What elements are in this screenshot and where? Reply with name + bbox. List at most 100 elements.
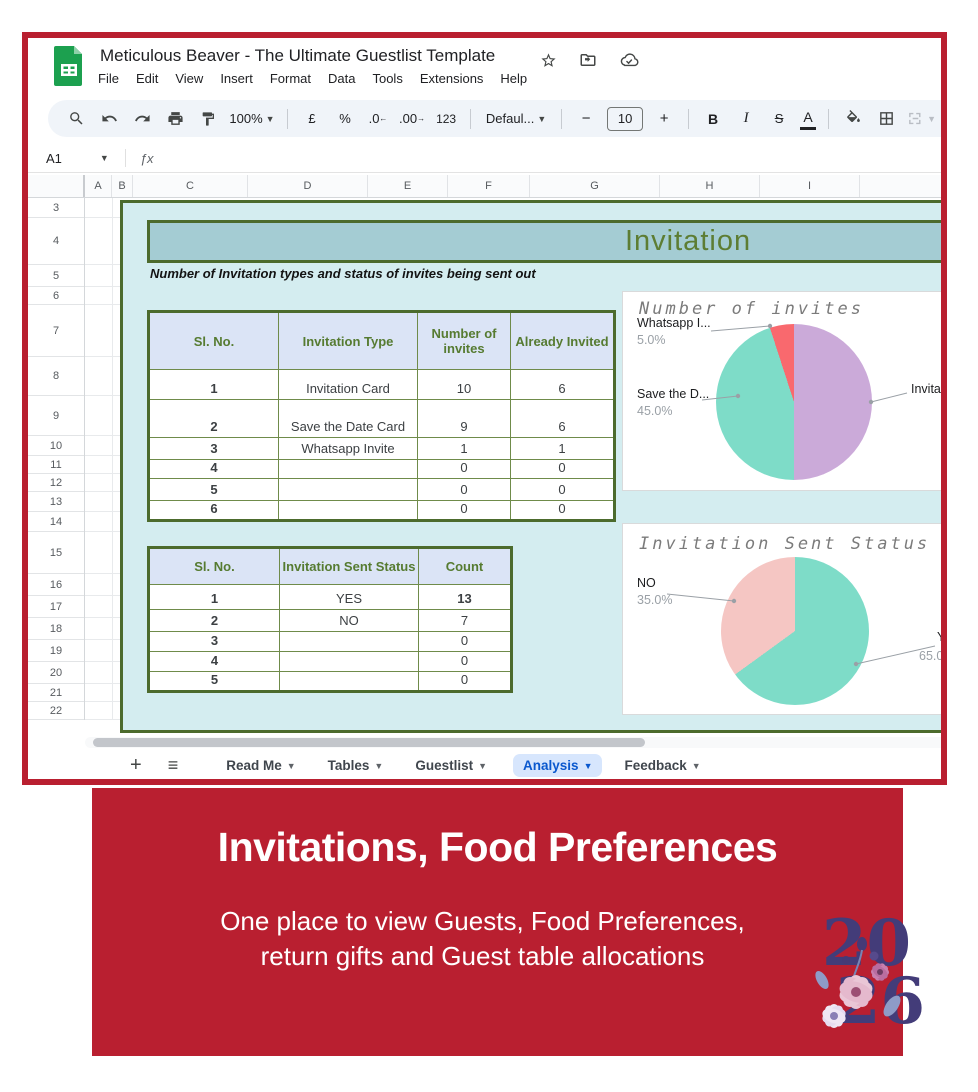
tab-tables[interactable]: Tables ▼ <box>327 758 384 773</box>
table-row[interactable]: 3 Whatsapp Invite 1 1 <box>148 437 615 460</box>
col-header-A[interactable]: A <box>85 175 112 197</box>
col-header-F[interactable]: F <box>448 175 530 197</box>
row-header[interactable]: 10 <box>28 436 84 456</box>
table-row[interactable]: 1 YES 13 <box>148 584 512 610</box>
redo-icon[interactable] <box>130 107 154 131</box>
undo-icon[interactable] <box>97 107 121 131</box>
col-header-B[interactable]: B <box>112 175 133 197</box>
table-row[interactable]: 4 0 <box>148 651 512 672</box>
chevron-down-icon[interactable]: ▼ <box>583 760 593 771</box>
table-row[interactable]: 1 Invitation Card 10 6 <box>148 369 615 400</box>
chevron-down-icon[interactable]: ▼ <box>374 760 384 771</box>
font-select[interactable]: Defaul... ▼ <box>485 111 547 126</box>
row-header[interactable]: 13 <box>28 492 84 512</box>
row-header[interactable]: 12 <box>28 474 84 492</box>
menu-help[interactable]: Help <box>500 71 528 86</box>
menubar: File Edit View Insert Format Data Tools … <box>98 71 527 86</box>
row-header[interactable]: 8 <box>28 357 84 396</box>
move-folder-icon[interactable] <box>579 51 597 69</box>
chevron-down-icon[interactable]: ▼ <box>286 760 296 771</box>
row-header[interactable]: 15 <box>28 532 84 574</box>
decrease-decimal-button[interactable]: .0 ← <box>368 111 388 126</box>
row-header[interactable]: 5 <box>28 265 84 287</box>
print-icon[interactable] <box>163 107 187 131</box>
sheets-logo-icon[interactable] <box>54 46 84 86</box>
row-header[interactable]: 19 <box>28 640 84 662</box>
table-row[interactable]: 2 Save the Date Card 9 6 <box>148 399 615 438</box>
row-header[interactable]: 16 <box>28 574 84 596</box>
text-color-button[interactable]: A <box>800 108 817 130</box>
row-header[interactable]: 20 <box>28 662 84 684</box>
horizontal-scrollbar[interactable] <box>85 737 941 748</box>
tab-guestlist[interactable]: Guestlist ▼ <box>415 758 488 773</box>
table-row[interactable]: 4 0 0 <box>148 459 615 479</box>
font-size-input[interactable]: 10 <box>607 106 644 131</box>
row-header[interactable]: 14 <box>28 512 84 532</box>
tab-feedback[interactable]: Feedback ▼ <box>624 758 701 773</box>
chart-invitation-sent-status[interactable]: Invitation Sent Status NO 35.0% YES 65.0… <box>622 523 941 715</box>
menu-extensions[interactable]: Extensions <box>419 71 484 86</box>
col-header-C[interactable]: C <box>133 175 248 197</box>
col-header-H[interactable]: H <box>660 175 760 197</box>
menu-edit[interactable]: Edit <box>135 71 159 86</box>
menu-view[interactable]: View <box>175 71 204 86</box>
increase-font-size-button[interactable]: + <box>659 110 669 127</box>
table-row[interactable]: 2 NO 7 <box>148 609 512 632</box>
row-header[interactable]: 21 <box>28 684 84 702</box>
row-header[interactable]: 6 <box>28 287 84 305</box>
row-header[interactable]: 11 <box>28 456 84 474</box>
doc-title[interactable]: Meticulous Beaver - The Ultimate Guestli… <box>100 46 496 65</box>
fill-color-icon[interactable] <box>841 107 865 131</box>
bold-button[interactable]: B <box>708 110 719 127</box>
scrollbar-thumb[interactable] <box>93 738 645 747</box>
row-header[interactable]: 7 <box>28 305 84 357</box>
menu-tools[interactable]: Tools <box>372 71 403 86</box>
chevron-down-icon[interactable]: ▼ <box>691 760 701 771</box>
table-row[interactable]: 5 0 <box>148 671 512 692</box>
row-header[interactable]: 18 <box>28 618 84 640</box>
merge-cells-icon[interactable]: ▼ <box>907 107 936 131</box>
paint-format-icon[interactable] <box>196 107 220 131</box>
row-header[interactable]: 9 <box>28 396 84 436</box>
select-all-corner[interactable] <box>28 175 85 197</box>
number-format-button[interactable]: 123 <box>436 111 457 126</box>
row-header[interactable]: 4 <box>28 218 84 265</box>
chart-number-of-invites[interactable]: Number of invites Whatsapp I... 5.0% Sav… <box>622 291 941 491</box>
menu-data[interactable]: Data <box>328 71 356 86</box>
chevron-down-icon[interactable]: ▼ <box>99 153 109 163</box>
grid-column-a[interactable] <box>85 198 120 720</box>
col-header-D[interactable]: D <box>248 175 368 197</box>
borders-icon[interactable] <box>874 107 898 131</box>
name-box[interactable]: A1 <box>46 150 62 166</box>
row-header[interactable]: 22 <box>28 702 84 720</box>
increase-decimal-button[interactable]: .00 → <box>399 111 426 126</box>
add-sheet-button[interactable]: + <box>130 754 142 776</box>
chevron-down-icon[interactable]: ▼ <box>478 760 488 771</box>
row-header[interactable]: 17 <box>28 596 84 618</box>
strikethrough-button[interactable]: S <box>774 111 784 126</box>
pie-chart[interactable] <box>716 324 872 480</box>
menu-file[interactable]: File <box>98 71 119 86</box>
cloud-status-icon[interactable] <box>619 50 639 70</box>
currency-format-button[interactable]: £ <box>308 111 316 126</box>
pie-chart[interactable] <box>721 557 869 705</box>
table-row[interactable]: 5 0 0 <box>148 478 615 501</box>
tab-read-me[interactable]: Read Me ▼ <box>226 758 296 773</box>
col-header-G[interactable]: G <box>530 175 660 197</box>
italic-button[interactable]: I <box>743 110 749 126</box>
menu-format[interactable]: Format <box>269 71 311 86</box>
row-header[interactable]: 3 <box>28 198 84 218</box>
col-header-J[interactable] <box>860 175 941 197</box>
all-sheets-icon[interactable]: ≡ <box>167 755 179 775</box>
table-row[interactable]: 6 0 0 <box>148 500 615 521</box>
tab-analysis[interactable]: Analysis ▼ <box>513 754 603 777</box>
search-icon[interactable] <box>64 107 88 131</box>
zoom-select[interactable]: 100% ▼ <box>229 111 275 126</box>
percent-format-button[interactable]: % <box>339 111 351 126</box>
table-row[interactable]: 3 0 <box>148 631 512 652</box>
col-header-E[interactable]: E <box>368 175 448 197</box>
star-icon[interactable] <box>540 52 557 69</box>
col-header-I[interactable]: I <box>760 175 860 197</box>
menu-insert[interactable]: Insert <box>220 71 253 86</box>
decrease-font-size-button[interactable]: − <box>581 110 591 127</box>
